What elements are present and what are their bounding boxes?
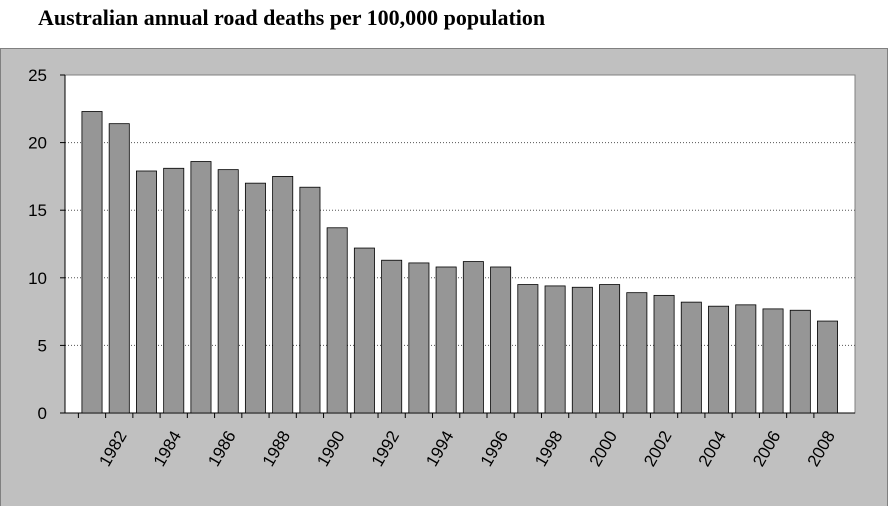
bar — [517, 284, 539, 414]
bar — [136, 170, 157, 414]
bar — [81, 111, 103, 414]
bar — [217, 169, 239, 414]
chart-title: Australian annual road deaths per 100,00… — [38, 5, 545, 30]
bar — [653, 294, 675, 414]
y-tick-label: 10 — [28, 269, 47, 288]
bar — [680, 301, 702, 414]
bar — [272, 175, 294, 414]
bar — [163, 167, 185, 414]
bar — [435, 266, 457, 414]
bar — [353, 247, 375, 414]
y-tick-label: 0 — [38, 404, 47, 423]
bar — [735, 304, 757, 414]
bar — [381, 259, 403, 414]
bar — [762, 308, 784, 414]
bar — [599, 284, 621, 414]
bar — [190, 161, 212, 414]
bar — [571, 286, 593, 414]
y-tick-label: 15 — [28, 201, 47, 220]
bar — [708, 305, 730, 414]
bar — [326, 227, 348, 414]
bar — [299, 186, 321, 414]
bar — [817, 320, 838, 414]
bar — [626, 292, 648, 414]
bar — [462, 261, 484, 414]
y-tick-label: 20 — [28, 134, 47, 153]
bar — [108, 123, 130, 414]
bar — [789, 309, 811, 414]
y-tick-label: 5 — [38, 336, 47, 355]
bar — [544, 285, 566, 414]
y-tick-label: 25 — [28, 66, 47, 85]
bar — [408, 262, 430, 414]
bar — [490, 266, 512, 414]
bar — [244, 182, 266, 414]
